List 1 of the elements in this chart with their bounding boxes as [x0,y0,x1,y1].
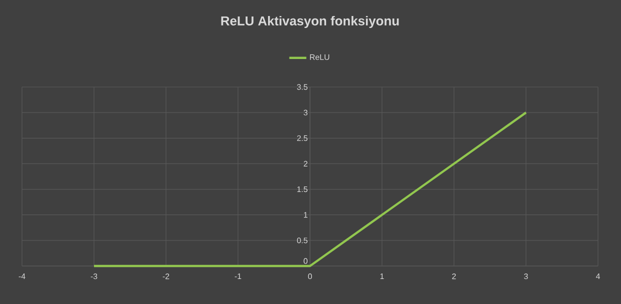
chart-title: ReLU Aktivasyon fonksiyonu [221,16,399,28]
